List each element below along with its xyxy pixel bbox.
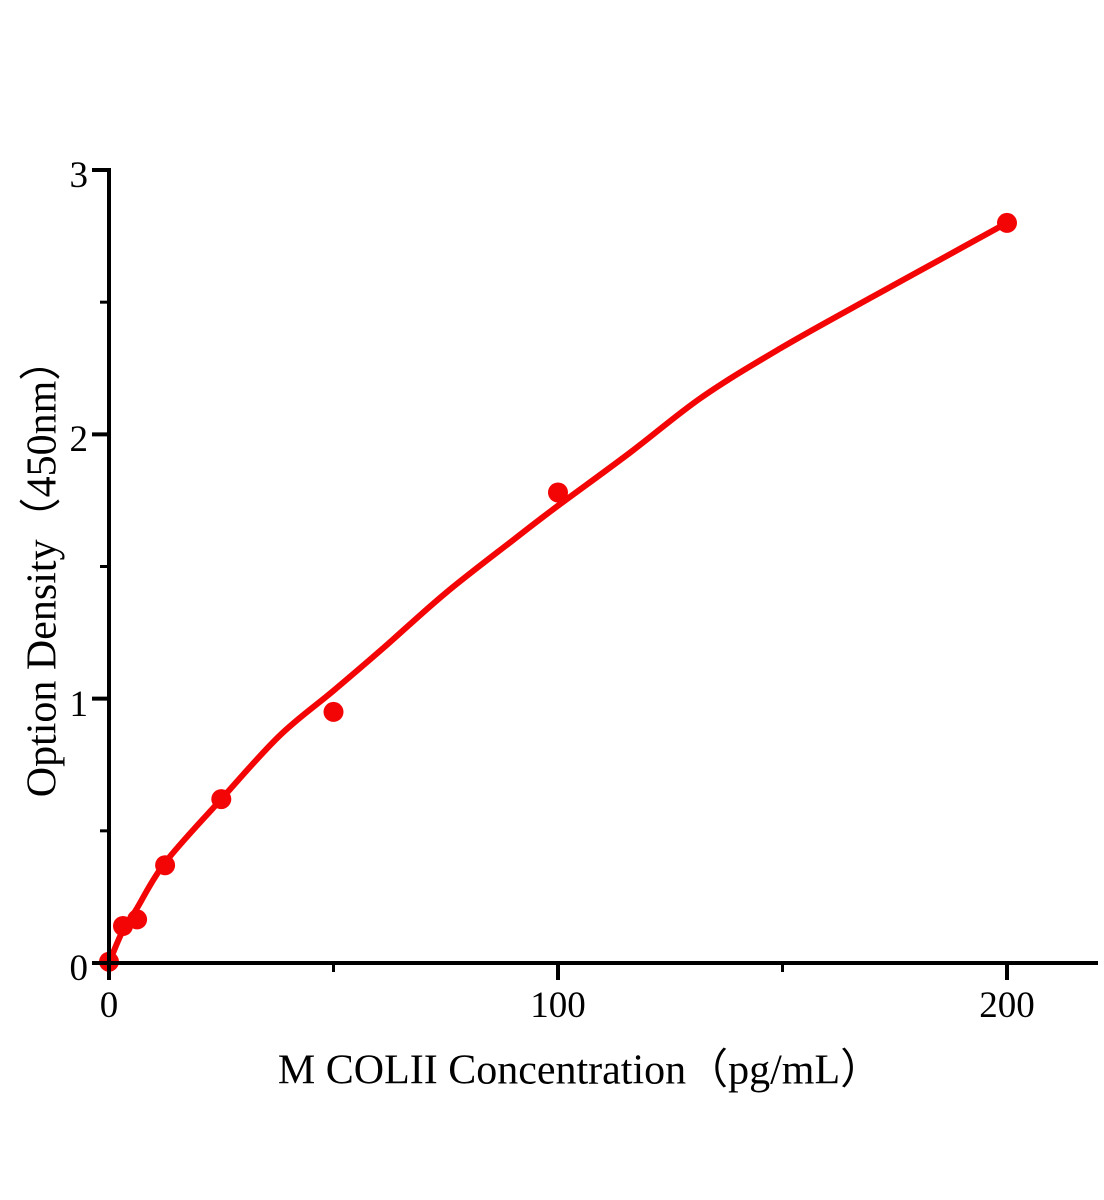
y-tick-label: 1 (69, 683, 89, 725)
y-tick-label: 0 (69, 948, 89, 989)
x-axis-title: M COLII Concentration（pg/mL） (277, 1047, 883, 1094)
y-axis-title: Option Density（450nm） (19, 338, 66, 798)
data-point (211, 789, 232, 810)
fit-curve (106, 219, 1010, 966)
y-tick-label: 3 (69, 155, 89, 196)
x-tick-label: 100 (530, 985, 586, 1026)
data-point (323, 701, 344, 722)
data-point (127, 909, 148, 930)
data-point (997, 212, 1017, 233)
x-tick-label: 200 (979, 985, 1035, 1026)
data-point (155, 855, 176, 876)
y-tick-label: 2 (69, 419, 89, 461)
x-tick-label: 0 (99, 985, 119, 1026)
data-point (548, 482, 568, 503)
